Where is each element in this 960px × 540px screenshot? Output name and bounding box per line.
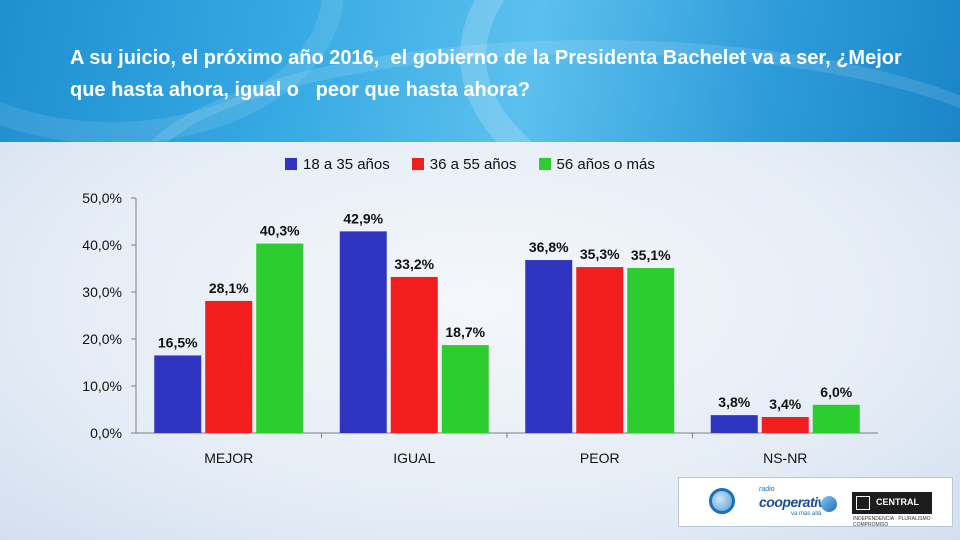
chart-legend: 18 a 35 años 36 a 55 años 56 años o más — [285, 154, 655, 174]
legend-label-series-3: 56 años o más — [556, 155, 655, 173]
legend-swatch-series-3 — [538, 158, 551, 170]
bar-ns-nr-series-3 — [812, 404, 860, 433]
data-label: 33,2% — [394, 256, 434, 272]
sponsor-logos: radio cooperativa va más allá CENTRAL IN… — [678, 477, 953, 528]
legend-swatch-series-2 — [411, 158, 424, 170]
cooperativa-logo: cooperativa — [759, 494, 833, 510]
data-label: 36,8% — [529, 239, 569, 255]
cooperativa-radio-text: radio — [759, 486, 775, 493]
ucentral-motto: INDEPENDENCIA · PLURALISMO · COMPROMISO — [853, 516, 934, 528]
data-label: 3,8% — [718, 394, 750, 410]
x-category-label: MEJOR — [204, 450, 253, 466]
y-tick-label: 20,0% — [82, 331, 122, 347]
cooperativa-tagline: va más allá — [791, 511, 822, 517]
bar-igual-series-2 — [390, 276, 438, 433]
data-label: 35,3% — [580, 246, 620, 262]
data-label: 3,4% — [769, 396, 801, 412]
x-category-label: IGUAL — [393, 450, 435, 466]
header-banner: A su juicio, el próximo año 2016, el gob… — [0, 0, 960, 142]
bar-peor-series-1 — [525, 260, 573, 433]
data-label: 16,5% — [158, 334, 198, 350]
data-label: 28,1% — [209, 280, 249, 296]
page-title: A su juicio, el próximo año 2016, el gob… — [70, 47, 908, 101]
data-label: 40,3% — [260, 223, 300, 239]
bar-igual-series-3 — [441, 345, 489, 433]
bar-mejor-series-3 — [256, 243, 304, 433]
y-tick-label: 10,0% — [82, 378, 122, 394]
x-category-label: PEOR — [580, 450, 620, 466]
y-tick-label: 40,0% — [82, 237, 122, 253]
ucentral-logo-text: CENTRAL — [876, 497, 919, 507]
data-label: 42,9% — [343, 210, 383, 226]
ucentral-square-icon — [856, 496, 870, 510]
legend-label-series-1: 18 a 35 años — [303, 155, 390, 173]
legend-swatch-series-1 — [285, 158, 297, 170]
y-tick-label: 50,0% — [82, 190, 122, 206]
legend-label-series-2: 36 a 55 años — [429, 155, 517, 173]
legend-item-series-2: 36 a 55 años — [411, 155, 517, 173]
y-tick-label: 0,0% — [90, 425, 122, 441]
data-label: 35,1% — [631, 247, 671, 263]
ucentral-logo: CENTRAL — [852, 492, 932, 514]
bar-igual-series-1 — [339, 231, 387, 433]
plot-background — [0, 142, 960, 540]
globe-logo-icon — [709, 488, 735, 514]
cooperativa-mark-icon — [821, 496, 837, 512]
bar-chart: 0,0% 10,0% 20,0% 30,0% 40,0% 50,0% 16,5% 28,1% 4… — [82, 190, 878, 466]
y-tick-label: 30,0% — [82, 284, 122, 300]
legend-item-series-1: 18 a 35 años — [285, 156, 390, 173]
x-category-label: NS-NR — [763, 450, 807, 466]
bar-mejor-series-1 — [154, 355, 202, 433]
bar-peor-series-3 — [627, 268, 675, 433]
data-label: 18,7% — [445, 324, 485, 340]
bar-ns-nr-series-2 — [761, 417, 809, 433]
bar-peor-series-2 — [576, 267, 624, 433]
data-label: 6,0% — [820, 384, 852, 400]
bar-mejor-series-2 — [205, 300, 253, 433]
legend-item-series-3: 56 años o más — [538, 155, 655, 173]
bar-ns-nr-series-1 — [710, 415, 758, 433]
